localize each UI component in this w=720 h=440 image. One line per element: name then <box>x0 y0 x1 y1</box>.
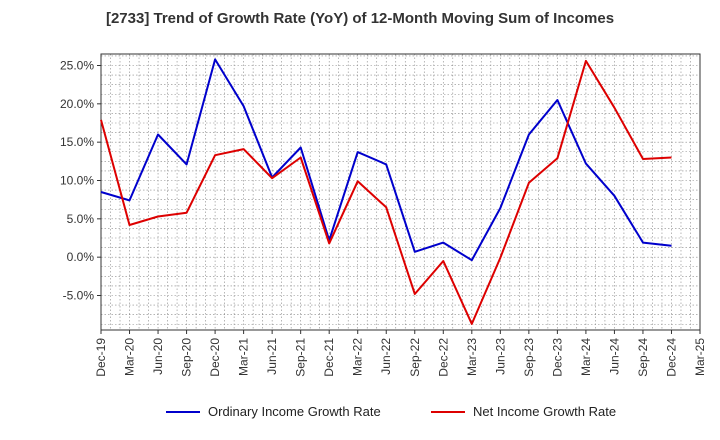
y-tick-label: 5.0% <box>67 212 95 226</box>
x-tick-label: Mar-21 <box>237 338 251 376</box>
x-tick-label: Sep-23 <box>522 338 536 377</box>
x-tick-label: Dec-19 <box>94 338 108 377</box>
x-tick-label: Mar-20 <box>123 338 137 376</box>
x-tick-label: Sep-22 <box>408 338 422 377</box>
y-tick-label: 0.0% <box>67 250 95 264</box>
x-tick-label: Jun-20 <box>151 338 165 375</box>
x-tick-label: Dec-20 <box>208 338 222 377</box>
x-tick-label: Mar-25 <box>693 338 707 376</box>
y-tick-label: 20.0% <box>60 97 94 111</box>
x-tick-label: Sep-21 <box>294 338 308 377</box>
y-tick-label: 25.0% <box>60 59 94 73</box>
x-tick-label: Jun-24 <box>607 338 621 375</box>
legend-label-net: Net Income Growth Rate <box>473 404 617 419</box>
x-tick-label: Sep-24 <box>636 338 650 377</box>
series-line-1 <box>100 59 672 325</box>
chart-title: [2733] Trend of Growth Rate (YoY) of 12-… <box>105 10 615 27</box>
x-tick-label: Dec-24 <box>664 338 678 377</box>
legend-label-ordinary: Ordinary Income Growth Rate <box>208 404 381 419</box>
series-line-0 <box>100 58 672 262</box>
y-axis-ticks: 25.0% 20.0% 15.0% 10.0% 5.0% 0.0% -5.0% <box>60 59 101 303</box>
legend-swatch-ordinary <box>166 410 200 413</box>
x-tick-label: Jun-21 <box>265 338 279 375</box>
legend-item-ordinary: Ordinary Income Growth Rate <box>166 404 381 419</box>
x-tick-label: Sep-20 <box>180 338 194 377</box>
x-tick-label: Dec-22 <box>436 338 450 377</box>
series-layer <box>100 58 672 325</box>
x-tick-label: Jun-22 <box>379 338 393 375</box>
legend-swatch-net <box>431 410 465 413</box>
x-tick-label: Dec-23 <box>550 338 564 377</box>
y-tick-label: 15.0% <box>60 135 94 149</box>
x-tick-label: Dec-21 <box>322 338 336 377</box>
x-tick-label: Jun-23 <box>493 338 507 375</box>
x-tick-label: Mar-23 <box>465 338 479 376</box>
legend: Ordinary Income Growth Rate Net Income G… <box>0 404 720 426</box>
x-axis-ticks: Dec-19 Mar-20 Jun-20 Sep-20 Dec-20 Mar-21 Jun-… <box>94 330 707 377</box>
x-tick-label: Mar-22 <box>351 338 365 376</box>
x-tick-label: Mar-24 <box>579 338 593 376</box>
legend-item-net: Net Income Growth Rate <box>431 404 616 419</box>
y-tick-label: 10.0% <box>60 174 94 188</box>
y-tick-label: -5.0% <box>63 289 95 303</box>
